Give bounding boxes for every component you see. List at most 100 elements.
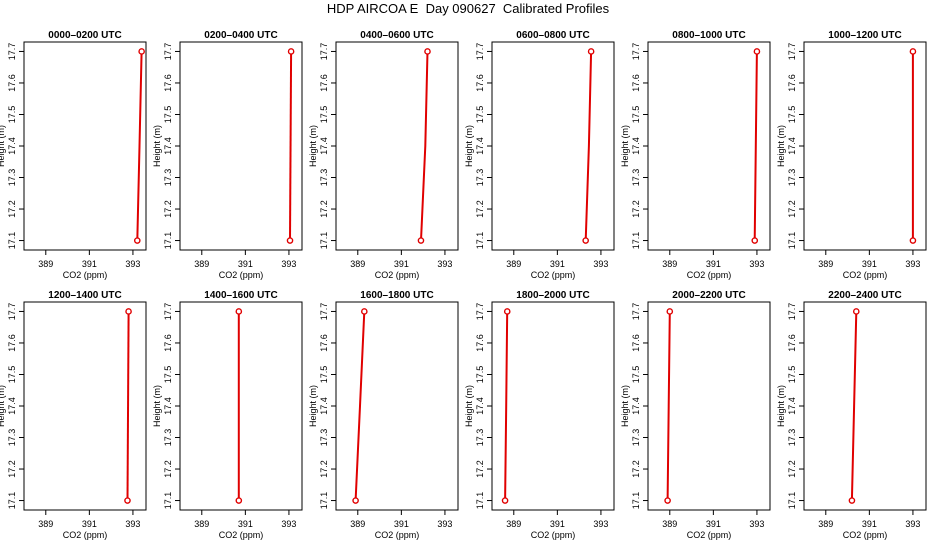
- profile-marker: [848, 497, 856, 504]
- y-tick-label: 17.1: [163, 232, 173, 250]
- y-tick-label: 17.6: [7, 74, 17, 92]
- y-tick-label: 17.5: [475, 106, 485, 124]
- x-tick-label: 391: [394, 259, 409, 269]
- y-axis-label: Height (m): [620, 385, 630, 427]
- y-tick-label: 17.6: [163, 334, 173, 352]
- y-tick-label: 17.2: [7, 200, 17, 218]
- plot-frame: [803, 301, 927, 511]
- y-tick-label: 17.3: [787, 429, 797, 447]
- y-tick-label: 17.7: [475, 303, 485, 321]
- panel: 0600–0800 UTC 389 391 393 17.1 17.2 17.3 17.4 17…: [464, 30, 615, 280]
- y-tick-label: 17.6: [475, 74, 485, 92]
- panel-title: 1600–1800 UTC: [360, 290, 433, 301]
- x-tick-label: 391: [394, 519, 409, 529]
- y-tick-label: 17.3: [163, 169, 173, 187]
- profile-marker: [666, 308, 674, 315]
- y-tick-label: 17.1: [475, 492, 485, 510]
- x-axis-label: CO2 (ppm): [375, 270, 420, 280]
- panel: 0400–0600 UTC 389 391 393 17.1 17.2 17.3 17.4 17…: [308, 30, 459, 280]
- x-axis-label: CO2 (ppm): [63, 270, 108, 280]
- x-tick-label: 389: [350, 259, 365, 269]
- y-tick-label: 17.6: [7, 334, 17, 352]
- x-axis-label: CO2 (ppm): [531, 270, 576, 280]
- y-axis-label: Height (m): [308, 125, 318, 167]
- y-tick-label: 17.1: [319, 492, 329, 510]
- x-tick-label: 389: [506, 519, 521, 529]
- y-axis-label: Height (m): [308, 385, 318, 427]
- y-tick-label: 17.3: [475, 429, 485, 447]
- profile-marker: [424, 48, 431, 55]
- profile-line: [504, 311, 509, 501]
- profile-marker: [909, 237, 917, 244]
- panel-title: 1000–1200 UTC: [828, 30, 901, 41]
- profile-marker: [235, 497, 243, 504]
- x-axis-label: CO2 (ppm): [687, 530, 732, 540]
- y-tick-label: 17.2: [475, 460, 485, 478]
- x-tick-label: 393: [905, 259, 920, 269]
- plot-frame: [803, 41, 927, 251]
- profile-marker: [124, 497, 131, 504]
- y-tick-label: 17.2: [319, 460, 329, 478]
- y-tick-label: 17.6: [319, 74, 329, 92]
- profile-marker: [503, 308, 511, 315]
- y-tick-label: 17.5: [787, 366, 797, 384]
- x-tick-label: 391: [706, 259, 721, 269]
- panel-title: 2000–2200 UTC: [672, 290, 745, 301]
- x-tick-label: 391: [550, 519, 565, 529]
- profile-marker: [287, 48, 295, 55]
- panel-title: 0400–0600 UTC: [360, 30, 433, 41]
- y-tick-label: 17.6: [631, 334, 641, 352]
- y-tick-label: 17.5: [631, 366, 641, 384]
- plot-frame: [491, 41, 615, 251]
- x-axis-label: CO2 (ppm): [687, 270, 732, 280]
- profile-marker: [138, 48, 145, 55]
- y-tick-label: 17.7: [631, 303, 641, 321]
- x-tick-label: 389: [818, 519, 833, 529]
- y-tick-label: 17.3: [631, 169, 641, 187]
- x-tick-label: 393: [437, 519, 452, 529]
- x-tick-label: 393: [281, 259, 296, 269]
- y-tick-label: 17.7: [475, 43, 485, 61]
- profile-line: [354, 311, 366, 501]
- y-tick-label: 17.7: [163, 303, 173, 321]
- y-tick-label: 17.2: [475, 200, 485, 218]
- y-tick-label: 17.7: [7, 43, 17, 61]
- x-tick-label: 393: [125, 259, 140, 269]
- y-tick-label: 17.2: [163, 460, 173, 478]
- y-tick-label: 17.5: [631, 106, 641, 124]
- profile-line: [850, 311, 858, 501]
- y-tick-label: 17.7: [163, 43, 173, 61]
- profile-line: [666, 311, 671, 501]
- plot-frame: [23, 41, 147, 251]
- y-tick-label: 17.4: [631, 137, 641, 155]
- y-tick-label: 17.5: [7, 106, 17, 124]
- profile-line: [126, 311, 130, 501]
- profile-marker: [361, 308, 368, 315]
- panel: 2200–2400 UTC 389 391 393 17.1 17.2 17.3 17.4 17…: [776, 290, 927, 540]
- y-tick-label: 17.5: [163, 366, 173, 384]
- panel: 2000–2200 UTC 389 391 393 17.1 17.2 17.3 17.4 17…: [620, 290, 771, 540]
- x-tick-label: 393: [749, 259, 764, 269]
- plot-frame: [647, 41, 771, 251]
- profile-line: [420, 51, 429, 241]
- x-tick-label: 393: [749, 519, 764, 529]
- panel: 1600–1800 UTC 389 391 393 17.1 17.2 17.3 17.4 17…: [308, 290, 459, 540]
- panel: 1800–2000 UTC 389 391 393 17.1 17.2 17.3 17.4 17…: [464, 290, 615, 540]
- profile-marker: [751, 237, 759, 244]
- y-tick-label: 17.2: [787, 200, 797, 218]
- y-tick-label: 17.4: [7, 397, 17, 415]
- y-tick-label: 17.7: [631, 43, 641, 61]
- x-tick-label: 389: [38, 259, 53, 269]
- y-tick-label: 17.6: [475, 334, 485, 352]
- y-tick-label: 17.7: [787, 303, 797, 321]
- figure-title: HDP AIRCOA E Day 090627 Calibrated Profi…: [326, 1, 610, 16]
- x-tick-label: 391: [82, 259, 97, 269]
- y-tick-label: 17.4: [787, 397, 797, 415]
- x-axis-label: CO2 (ppm): [219, 270, 264, 280]
- y-tick-label: 17.3: [319, 429, 329, 447]
- x-tick-label: 393: [125, 519, 140, 529]
- panel: 0000–0200 UTC 389 391 393 17.1 17.2 17.3 17.4 17…: [0, 30, 147, 280]
- panel-title: 2200–2400 UTC: [828, 290, 901, 301]
- panel-title: 0800–1000 UTC: [672, 30, 745, 41]
